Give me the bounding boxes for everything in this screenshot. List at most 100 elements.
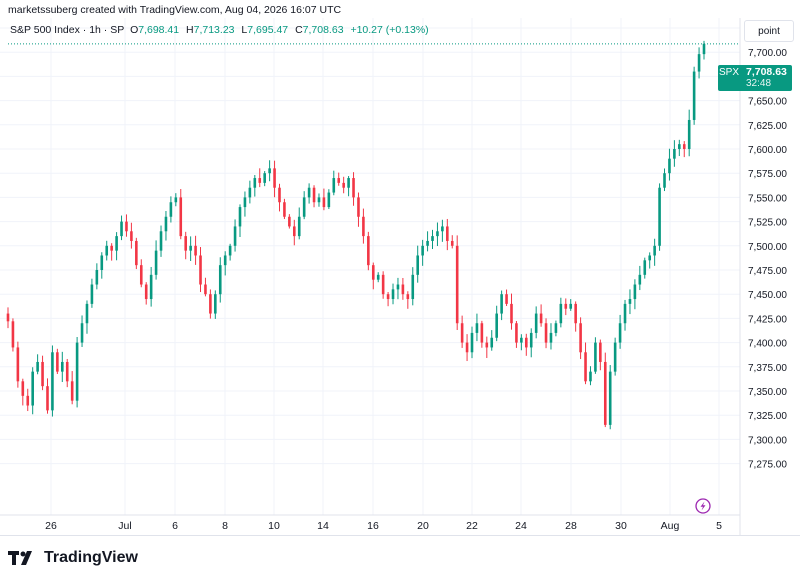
candle-body: [139, 265, 143, 285]
candle-body: [495, 313, 498, 338]
high-label: H: [186, 24, 194, 36]
candle-body: [105, 245, 109, 256]
candle-body: [95, 270, 99, 285]
candle-body: [238, 207, 242, 227]
price-tick-label: 7,625.00: [748, 121, 787, 132]
candle-body: [633, 284, 637, 300]
candle-body: [559, 303, 563, 324]
time-tick-label: 26: [45, 520, 57, 532]
price-badge-value: 7,708.63: [746, 66, 787, 78]
candle-body: [51, 352, 54, 411]
candle-body: [544, 323, 548, 343]
candle-body: [381, 274, 385, 295]
symbol-title[interactable]: S&P 500 Index · 1h · SP: [10, 24, 125, 36]
candle-body: [228, 245, 232, 256]
candle-body: [322, 197, 326, 208]
high-value: 7,713.23: [193, 24, 235, 36]
price-tick-label: 7,375.00: [748, 363, 787, 374]
low-value: 7,695.47: [247, 24, 289, 36]
candle-body: [357, 197, 360, 217]
candle-body: [520, 337, 523, 343]
candle-body: [673, 149, 676, 159]
candle-body: [60, 361, 64, 372]
candle-body: [6, 313, 10, 322]
price-tick-label: 7,300.00: [748, 435, 787, 446]
candle-body: [569, 303, 573, 309]
candle-body: [337, 178, 341, 183]
candle-body: [421, 245, 424, 256]
price-tick-label: 7,350.00: [748, 387, 787, 398]
candle-body: [21, 381, 25, 396]
candle-body: [243, 197, 247, 208]
candle-body: [529, 332, 533, 348]
candle-body: [510, 303, 513, 324]
candle-body: [441, 226, 444, 232]
candle-body: [638, 274, 642, 285]
candle-body: [584, 352, 587, 382]
candle-body: [283, 202, 286, 217]
candle-body: [436, 231, 439, 237]
candle-body: [342, 182, 345, 188]
candle-body: [608, 371, 612, 425]
candle-body: [110, 245, 113, 251]
open-label: O: [130, 24, 139, 36]
candle-body: [702, 43, 706, 55]
candle-body: [253, 178, 257, 188]
price-tick-label: 7,425.00: [748, 314, 787, 325]
price-axis[interactable]: 7,725.007,700.007,675.007,650.007,625.00…: [748, 24, 787, 471]
candle-body: [115, 236, 118, 251]
candle-body: [678, 144, 681, 149]
candle-body: [352, 178, 355, 198]
candle-body: [574, 303, 577, 324]
price-badge-countdown: 32:48: [746, 78, 772, 89]
candle-body: [643, 260, 647, 275]
candle-body: [371, 265, 375, 280]
time-tick-label: 8: [222, 520, 228, 532]
price-tick-label: 7,525.00: [748, 218, 787, 229]
candle-body: [534, 313, 538, 333]
candle-body: [613, 342, 617, 372]
candle-body: [169, 202, 173, 217]
tradingview-logo-icon: [8, 551, 32, 565]
candle-body: [100, 255, 104, 270]
time-axis[interactable]: 26 Jul 6 8 10 14 16 20 22 24 28 30 Aug 5: [45, 520, 722, 532]
candle-body: [549, 332, 553, 343]
lightning-icon[interactable]: [695, 498, 711, 514]
price-tick-label: 7,650.00: [748, 97, 787, 108]
ohlc-legend: S&P 500 Index · 1h · SP O7,698.41 H7,713…: [10, 24, 433, 36]
candle-body: [248, 187, 252, 198]
candlestick-series: [6, 40, 706, 430]
candle-body: [179, 197, 183, 237]
candle-body: [362, 216, 365, 237]
candle-body: [233, 226, 237, 246]
candle-body: [11, 321, 15, 348]
price-tick-label: 7,700.00: [748, 48, 787, 59]
candle-body: [460, 323, 464, 343]
close-value: 7,708.63: [302, 24, 344, 36]
candle-body: [65, 361, 69, 382]
price-unit-button[interactable]: point: [744, 20, 794, 42]
candle-body: [515, 323, 518, 343]
candle-body: [90, 284, 94, 304]
candle-body: [327, 192, 331, 208]
candle-body: [490, 337, 494, 348]
candle-body: [273, 168, 276, 188]
candle-body: [56, 352, 59, 372]
candle-body: [653, 245, 656, 256]
tradingview-logo[interactable]: TradingView: [8, 549, 138, 567]
candle-body: [263, 173, 266, 183]
price-tick-label: 7,550.00: [748, 193, 787, 204]
candle-body: [85, 303, 89, 324]
change-value: +10.27 (+0.13%): [350, 24, 429, 36]
candle-body: [26, 395, 30, 406]
price-badge: [718, 65, 792, 91]
candle-body: [214, 294, 217, 314]
candle-body: [480, 323, 484, 343]
candle-body: [135, 240, 138, 266]
price-tick-label: 7,500.00: [748, 242, 787, 253]
candle-body: [302, 197, 306, 217]
chart-credit: marketssuberg created with TradingView.c…: [8, 4, 342, 16]
time-tick-label: 24: [515, 520, 527, 532]
candle-body: [401, 284, 405, 295]
